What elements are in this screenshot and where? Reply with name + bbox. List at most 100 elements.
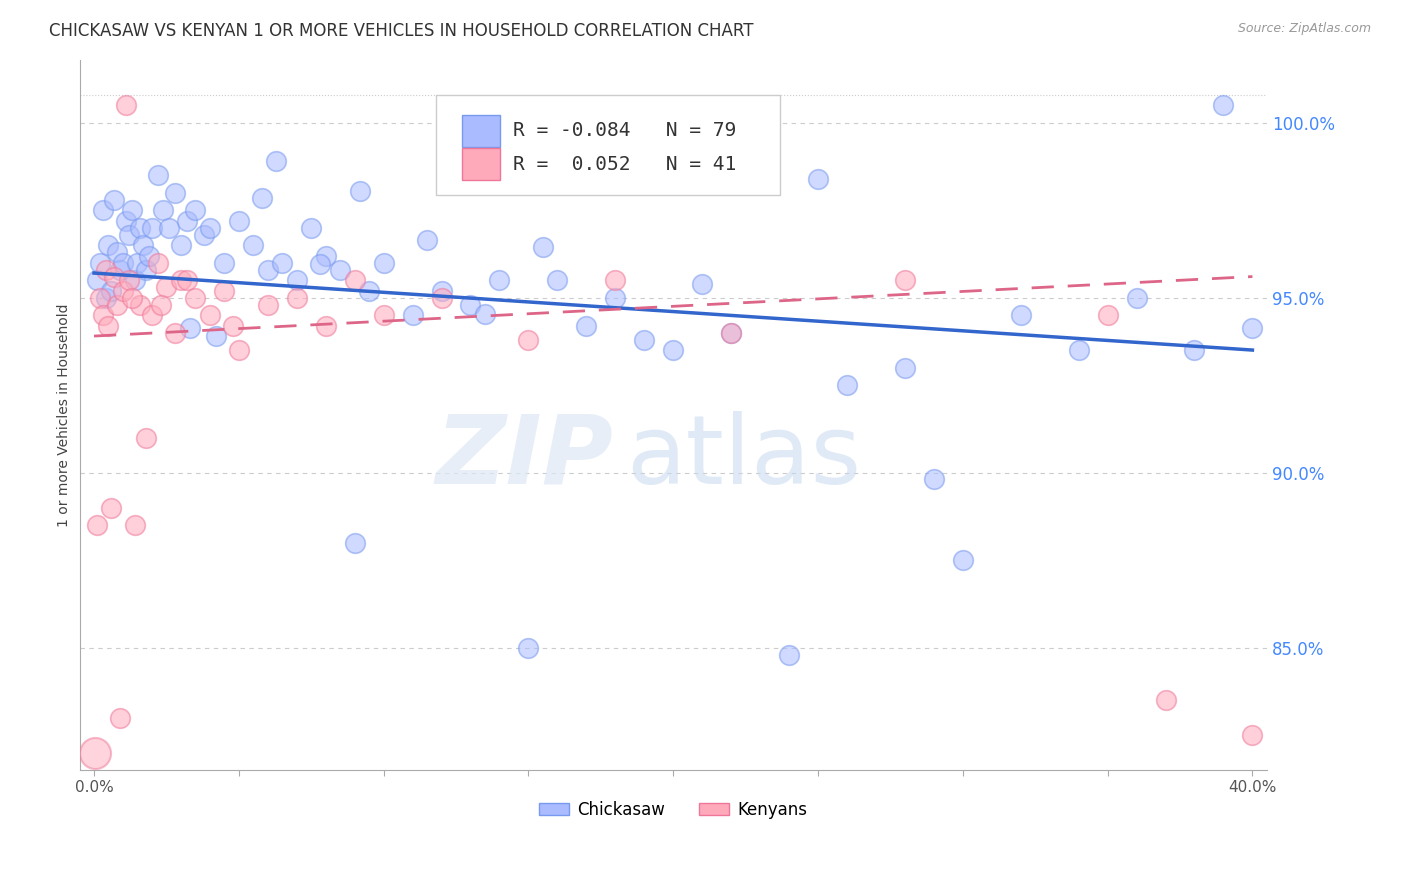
Point [488,273,510,287]
Point [1241,728,1264,742]
Point [111,255,134,269]
Point [517,640,540,655]
Point [266,154,288,169]
Point [184,291,207,305]
Text: R = -0.084   N = 79: R = -0.084 N = 79 [513,121,737,140]
Point [132,238,155,252]
Point [111,284,134,298]
Point [198,308,221,322]
Point [129,297,152,311]
Point [343,535,366,549]
Point [271,255,294,269]
Point [1184,343,1206,357]
Point [1010,308,1032,322]
Point [1241,321,1264,335]
Point [531,240,554,254]
Point [149,297,172,311]
Point [329,262,352,277]
Point [146,255,169,269]
Point [91,203,114,218]
Point [460,297,482,311]
Point [575,318,598,333]
Point [256,297,278,311]
Point [359,284,381,298]
Point [228,213,250,227]
Point [115,98,138,112]
Point [97,318,120,333]
Point [228,343,250,357]
Point [1125,291,1147,305]
Point [373,308,395,322]
Point [124,518,146,533]
Point [1154,693,1177,707]
Point [589,161,612,175]
Point [103,269,125,284]
Point [430,291,453,305]
Point [835,378,858,392]
Point [100,500,122,515]
FancyBboxPatch shape [436,95,780,194]
Bar [461,115,501,147]
Text: R =  0.052   N = 41: R = 0.052 N = 41 [513,155,737,174]
Point [118,227,141,242]
Point [94,291,117,305]
Point [807,172,830,186]
Point [309,257,332,271]
Point [135,262,157,277]
Point [86,518,108,533]
Point [517,333,540,347]
Point [146,168,169,182]
Point [89,255,111,269]
Point [141,308,163,322]
Point [605,291,627,305]
Point [315,318,337,333]
Point [1212,98,1234,112]
Point [430,284,453,298]
Point [105,245,128,260]
Point [349,184,371,198]
Text: CHICKASAW VS KENYAN 1 OR MORE VEHICLES IN HOUSEHOLD CORRELATION CHART: CHICKASAW VS KENYAN 1 OR MORE VEHICLES I… [49,22,754,40]
Point [605,273,627,287]
Point [86,273,108,287]
Point [214,284,236,298]
Point [922,472,945,486]
Point [299,220,322,235]
Point [214,255,236,269]
Point [129,220,152,235]
Point [662,343,685,357]
Point [105,297,128,311]
Point [165,186,187,200]
Point [127,255,149,269]
Point [157,220,180,235]
Point [315,249,337,263]
Point [952,553,974,567]
Point [84,746,107,760]
Point [108,262,131,277]
Point [401,308,423,322]
Point [690,277,713,292]
Text: Source: ZipAtlas.com: Source: ZipAtlas.com [1237,22,1371,36]
Point [108,710,131,724]
Point [256,262,278,277]
Point [373,255,395,269]
Point [103,193,125,207]
Point [176,213,198,227]
Point [285,273,308,287]
Point [141,220,163,235]
Y-axis label: 1 or more Vehicles in Household: 1 or more Vehicles in Household [58,303,72,526]
Point [1097,308,1119,322]
Point [720,326,742,340]
Point [176,273,198,287]
Point [184,203,207,218]
Point [193,227,215,242]
Point [94,262,117,277]
Text: ZIP: ZIP [436,411,614,504]
Point [152,203,174,218]
Point [170,273,193,287]
Point [89,291,111,305]
Point [198,220,221,235]
Point [894,360,917,375]
Point [285,291,308,305]
Point [474,307,496,321]
Point [416,233,439,247]
